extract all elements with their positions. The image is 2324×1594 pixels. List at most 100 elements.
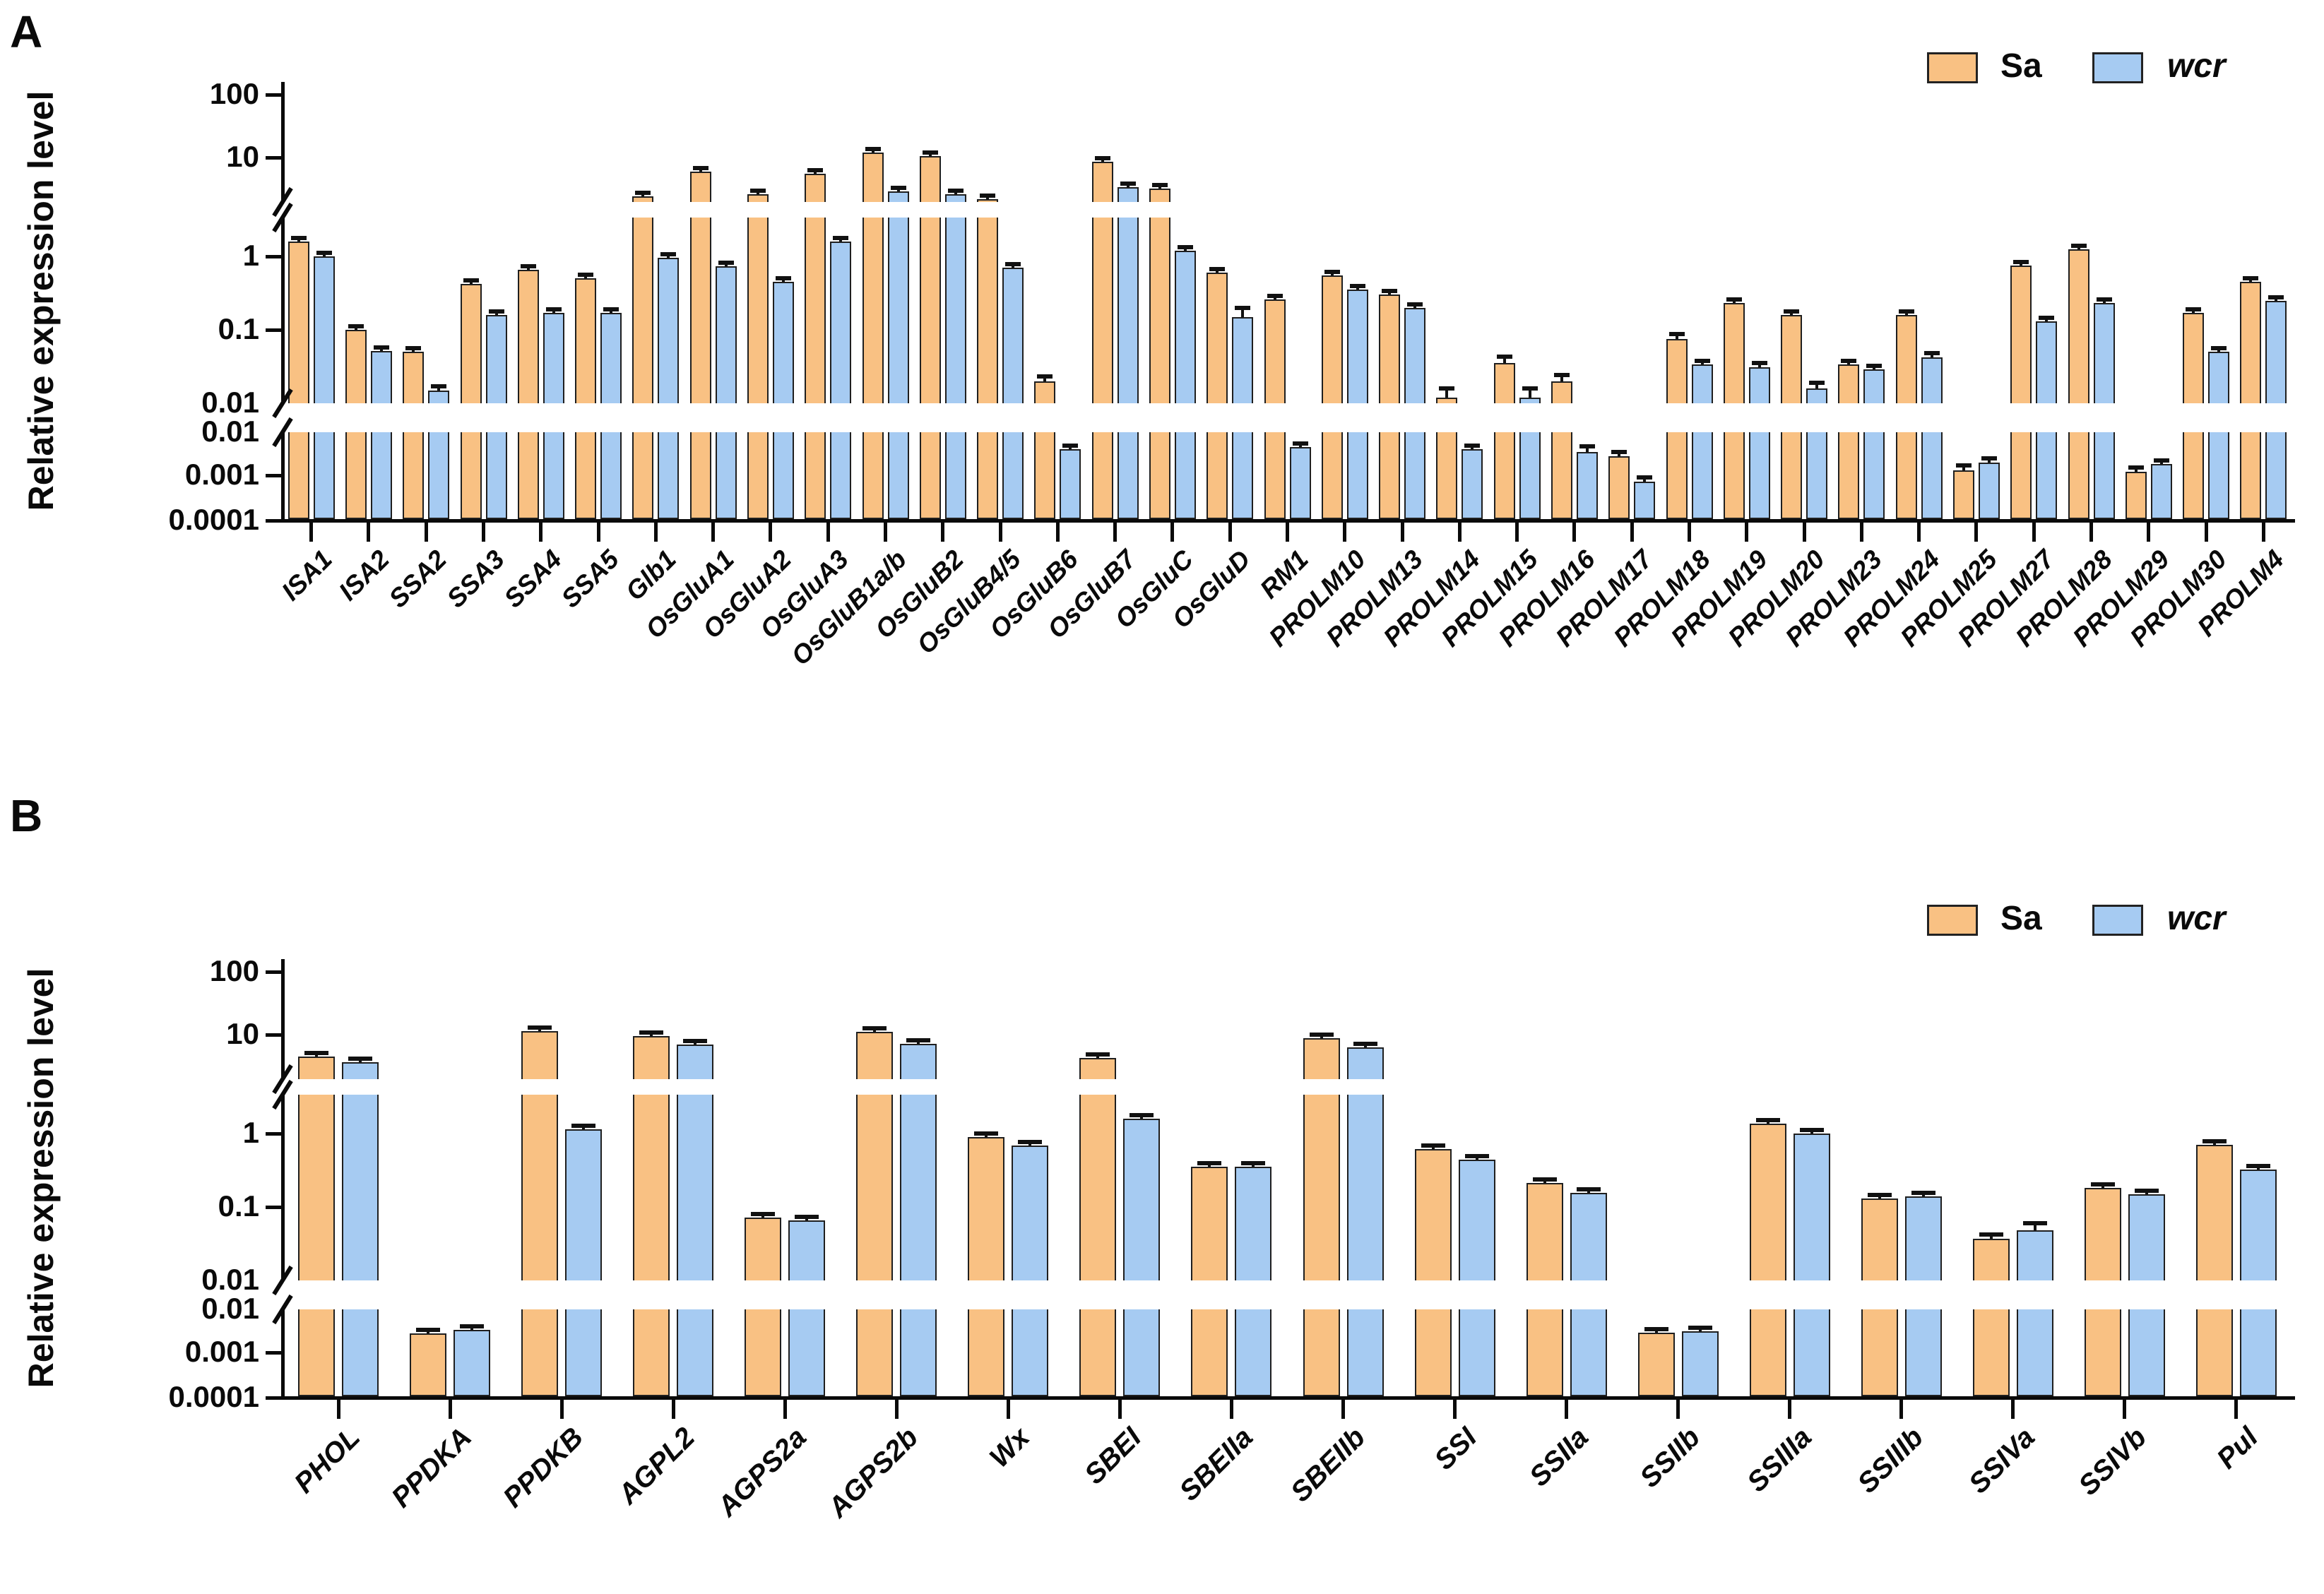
bar-wcr-OsGluB1a/b <box>887 191 909 519</box>
legend-swatch-wcr <box>2092 52 2143 83</box>
error-bar-cap <box>692 165 709 170</box>
x-tick <box>1229 1400 1233 1419</box>
y-axis-line <box>280 1095 285 1280</box>
error-bar-cap <box>922 150 938 155</box>
y-tick-label: 10 <box>226 140 259 173</box>
legend-swatch-sa <box>1927 905 1978 936</box>
bar-wcr-OsGluC <box>1174 250 1196 519</box>
error-bar-cap <box>1151 183 1168 188</box>
error-bar-cap <box>2090 1182 2115 1187</box>
x-tick <box>1630 523 1634 542</box>
error-bar-cap <box>1981 456 1997 460</box>
x-tick <box>1676 1400 1680 1419</box>
x-tick <box>1917 523 1921 542</box>
error-bar-cap <box>2039 316 2055 321</box>
x-tick <box>1565 1400 1569 1419</box>
x-tick <box>2147 523 2151 542</box>
bar-wcr-PROLM24 <box>1921 357 1943 519</box>
y-axis-title: Relative expression level <box>21 968 61 1388</box>
error-bar-cap <box>1911 1190 1935 1195</box>
x-tick <box>2261 523 2265 542</box>
error-bar-cap <box>1576 1187 1601 1192</box>
y-axis-line <box>280 82 285 202</box>
bar-sa-SSIIIa <box>1749 1124 1786 1396</box>
x-tick <box>1055 523 1060 542</box>
bar-sa-SSI <box>1414 1148 1452 1396</box>
bar-sa-OsGluD <box>1207 273 1228 519</box>
error-bar-cap <box>639 1030 664 1035</box>
y-tick-label: 0.01 <box>201 1292 259 1325</box>
x-tick <box>941 523 945 542</box>
y-axis-line <box>280 1309 285 1400</box>
error-bar-cap <box>1267 293 1283 298</box>
x-tick <box>1974 523 1979 542</box>
bar-wcr-AGPS2b <box>900 1043 937 1396</box>
error-bar-cap <box>865 146 881 151</box>
x-tick <box>2204 523 2208 542</box>
axis-break-band-upper <box>285 1079 2292 1095</box>
bar-wcr-OsGluB7 <box>1117 186 1139 519</box>
error-bar-stem <box>1815 383 1819 388</box>
y-axis-line <box>280 432 285 523</box>
error-bar-cap <box>1349 284 1365 289</box>
bar-sa-Glb1 <box>632 196 654 519</box>
y-tick <box>266 970 283 974</box>
error-bar-cap <box>947 189 964 194</box>
error-bar-cap <box>405 346 422 351</box>
bar-wcr-PROLM23 <box>1863 369 1885 519</box>
error-bar-cap <box>304 1050 329 1055</box>
error-bar-cap <box>683 1038 708 1043</box>
bar-wcr-PHOL <box>342 1062 379 1396</box>
x-tick <box>424 523 428 542</box>
x-tick <box>1006 1400 1010 1419</box>
bar-sa-PROLM25 <box>1952 470 1974 519</box>
bar-wcr-RM1 <box>1289 447 1311 519</box>
y-tick-label: 100 <box>209 954 259 987</box>
error-bar-cap <box>1688 1326 1712 1331</box>
error-bar-stem <box>1675 334 1678 339</box>
error-bar-cap <box>1923 351 1940 356</box>
x-tick <box>1170 523 1175 542</box>
error-bar-cap <box>1809 381 1825 385</box>
error-bar-cap <box>460 1324 485 1329</box>
bar-wcr-ISA2 <box>370 350 392 519</box>
error-bar-cap <box>1694 358 1710 363</box>
error-bar-cap <box>1353 1041 1377 1046</box>
error-bar-cap <box>1799 1128 1824 1132</box>
error-bar-cap <box>1209 267 1226 272</box>
error-bar-cap <box>1522 386 1538 391</box>
error-bar-cap <box>1382 289 1398 294</box>
error-bar-cap <box>1841 358 1857 363</box>
bar-wcr-OsGluA3 <box>830 241 852 519</box>
error-bar-cap <box>1018 1140 1043 1145</box>
error-bar-cap <box>2246 1164 2270 1169</box>
bar-sa-OsGluA3 <box>805 174 826 519</box>
x-tick <box>1341 1400 1346 1419</box>
error-bar-cap <box>545 307 562 312</box>
axis-break-band-upper <box>285 202 2292 218</box>
legend-label-sa: Sa <box>2000 900 2042 937</box>
bar-sa-PROLM27 <box>2010 265 2032 519</box>
figure-root: A Relative expression level 100 10 1 0.1 0.01 0… <box>10 6 2295 1523</box>
error-bar-cap <box>1177 244 1193 249</box>
panel-letter-a: A <box>10 6 43 57</box>
legend-label-wcr: wcr <box>2167 900 2226 937</box>
x-tick <box>367 523 371 542</box>
error-bar-cap <box>1866 363 1883 368</box>
error-bar-stem <box>1930 353 1933 358</box>
error-bar-cap <box>1751 361 1767 366</box>
bar-sa-OsGluA1 <box>689 171 711 519</box>
x-tick <box>2123 1400 2127 1419</box>
error-bar-cap <box>635 191 651 196</box>
error-bar-cap <box>1464 1154 1489 1159</box>
error-bar-cap <box>373 345 389 350</box>
x-tick <box>1457 523 1462 542</box>
error-bar-cap <box>795 1215 819 1220</box>
x-tick <box>884 523 887 542</box>
bar-sa-PHOL <box>298 1056 336 1396</box>
bar-wcr-OsGluB2 <box>944 194 966 519</box>
error-bar-cap <box>2134 1188 2159 1193</box>
y-tick <box>266 93 283 97</box>
error-bar-cap <box>1579 444 1595 448</box>
error-bar-cap <box>348 324 364 328</box>
